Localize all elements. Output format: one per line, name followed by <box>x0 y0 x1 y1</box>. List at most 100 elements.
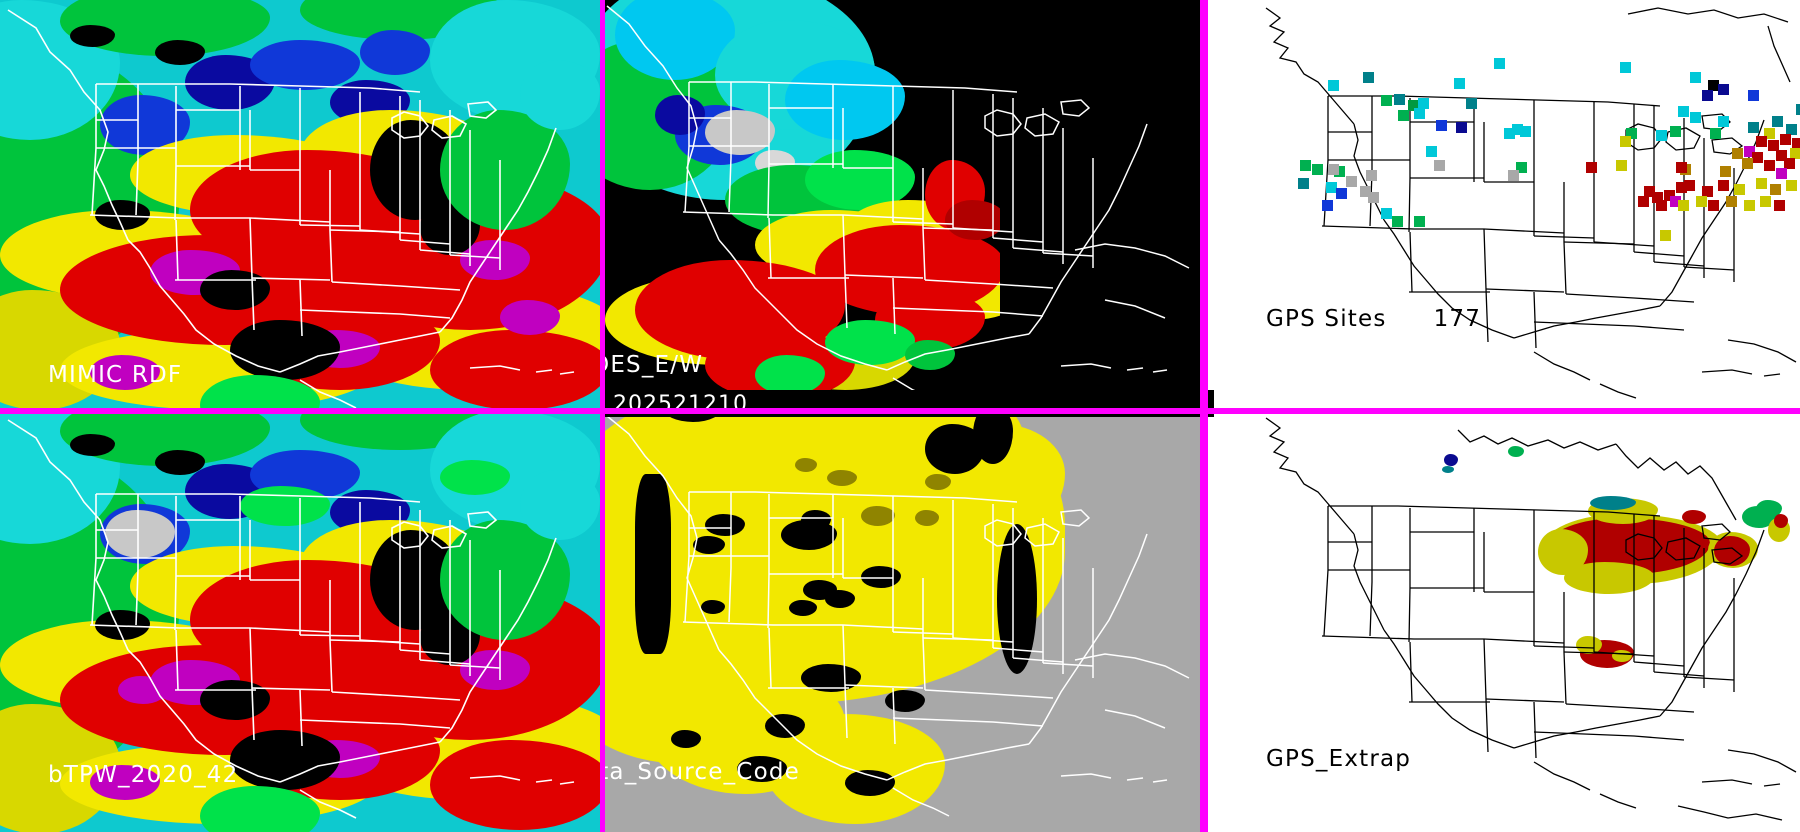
gps-site-marker[interactable] <box>1670 196 1681 207</box>
gps-site-marker[interactable] <box>1702 90 1713 101</box>
gps-site-marker[interactable] <box>1770 184 1781 195</box>
gps-site-marker[interactable] <box>1638 196 1649 207</box>
gps-site-marker[interactable] <box>1392 216 1403 227</box>
gps-site-marker[interactable] <box>1418 98 1429 109</box>
gps-site-marker[interactable] <box>1768 140 1779 151</box>
gps-site-marker[interactable] <box>1414 108 1425 119</box>
gps-site-marker[interactable] <box>1764 128 1775 139</box>
gps-site-marker[interactable] <box>1504 128 1515 139</box>
panel-goes-ew[interactable]: GOES_E/W <box>605 0 1200 410</box>
gps-site-marker[interactable] <box>1786 180 1797 191</box>
gps-site-marker[interactable] <box>1756 178 1767 189</box>
gps-site-marker[interactable] <box>1678 200 1689 211</box>
gps-site-marker[interactable] <box>1336 188 1347 199</box>
gps-site-marker[interactable] <box>1742 158 1753 169</box>
gps-site-marker[interactable] <box>1678 106 1689 117</box>
gps-site-marker[interactable] <box>1360 186 1371 197</box>
gps-site-marker[interactable] <box>1616 160 1627 171</box>
panel-gps-extrap[interactable]: GPS_Extrap <box>1208 414 1800 832</box>
gps-site-marker[interactable] <box>1656 130 1667 141</box>
gps-site-marker[interactable] <box>1520 126 1531 137</box>
gps-site-marker[interactable] <box>1381 208 1392 219</box>
gps-site-marker[interactable] <box>1366 170 1377 181</box>
gps-site-marker[interactable] <box>1784 158 1795 169</box>
gps-site-marker[interactable] <box>1456 122 1467 133</box>
gps-site-marker[interactable] <box>1748 90 1759 101</box>
gps-site-marker[interactable] <box>1718 116 1729 127</box>
gps-site-marker[interactable] <box>1512 124 1523 135</box>
gps-site-marker[interactable] <box>1346 176 1357 187</box>
gps-site-marker[interactable] <box>1710 128 1721 139</box>
gps-site-marker[interactable] <box>1644 186 1655 197</box>
gps-site-marker[interactable] <box>1676 182 1687 193</box>
gps-site-marker[interactable] <box>1322 200 1333 211</box>
gps-site-marker[interactable] <box>1656 200 1667 211</box>
gps-site-marker[interactable] <box>1696 196 1707 207</box>
gps-site-marker[interactable] <box>1586 162 1597 173</box>
gps-site-marker[interactable] <box>1708 200 1719 211</box>
gps-site-marker[interactable] <box>1652 192 1663 203</box>
gps-site-marker[interactable] <box>1381 95 1392 106</box>
gps-site-marker[interactable] <box>1626 128 1637 139</box>
panel-gps-sites[interactable]: GPS Sites 177 <box>1208 0 1800 410</box>
gps-site-marker[interactable] <box>1690 72 1701 83</box>
gps-site-marker[interactable] <box>1434 160 1445 171</box>
gps-site-marker[interactable] <box>1466 98 1477 109</box>
gps-site-marker[interactable] <box>1752 152 1763 163</box>
gps-site-marker[interactable] <box>1756 136 1767 147</box>
gps-site-marker[interactable] <box>1776 150 1787 161</box>
gps-site-markers[interactable] <box>1208 0 1800 410</box>
panel-data-source-code[interactable]: Data_Source_Code <box>605 414 1200 832</box>
gps-site-marker[interactable] <box>1328 80 1339 91</box>
gps-site-marker[interactable] <box>1328 164 1339 175</box>
gps-site-marker[interactable] <box>1664 190 1675 201</box>
gps-site-marker[interactable] <box>1748 122 1759 133</box>
gps-site-marker[interactable] <box>1620 136 1631 147</box>
gps-site-marker[interactable] <box>1796 104 1800 115</box>
gps-site-marker[interactable] <box>1786 124 1797 135</box>
panel-btpw[interactable]: bTPW_2020_42 <box>0 414 600 832</box>
gps-site-marker[interactable] <box>1792 138 1800 149</box>
gps-site-marker[interactable] <box>1398 110 1409 121</box>
gps-site-marker[interactable] <box>1426 146 1437 157</box>
gps-site-marker[interactable] <box>1300 160 1311 171</box>
gps-site-marker[interactable] <box>1760 196 1771 207</box>
gps-site-marker[interactable] <box>1774 200 1785 211</box>
gps-site-marker[interactable] <box>1764 160 1775 171</box>
gps-site-marker[interactable] <box>1516 162 1527 173</box>
gps-site-marker[interactable] <box>1708 80 1719 91</box>
gps-site-marker[interactable] <box>1772 116 1783 127</box>
gps-site-marker[interactable] <box>1776 168 1787 179</box>
gps-site-marker[interactable] <box>1690 112 1701 123</box>
gps-site-marker[interactable] <box>1790 148 1800 159</box>
gps-site-marker[interactable] <box>1676 162 1687 173</box>
panel-mimic-rdf[interactable]: MIMIC RDF <box>0 0 600 410</box>
gps-site-marker[interactable] <box>1744 200 1755 211</box>
gps-site-marker[interactable] <box>1326 182 1337 193</box>
gps-site-marker[interactable] <box>1660 230 1671 241</box>
gps-site-marker[interactable] <box>1508 170 1519 181</box>
gps-site-marker[interactable] <box>1732 148 1743 159</box>
gps-site-marker[interactable] <box>1414 216 1425 227</box>
gps-site-marker[interactable] <box>1718 84 1729 95</box>
gps-site-marker[interactable] <box>1702 186 1713 197</box>
gps-site-marker[interactable] <box>1726 196 1737 207</box>
gps-site-marker[interactable] <box>1454 78 1465 89</box>
gps-site-marker[interactable] <box>1670 126 1681 137</box>
gps-site-marker[interactable] <box>1408 100 1419 111</box>
gps-site-marker[interactable] <box>1620 62 1631 73</box>
gps-site-marker[interactable] <box>1734 184 1745 195</box>
gps-site-marker[interactable] <box>1334 166 1345 177</box>
gps-site-marker[interactable] <box>1298 178 1309 189</box>
gps-site-marker[interactable] <box>1363 72 1374 83</box>
gps-site-marker[interactable] <box>1744 146 1755 157</box>
gps-site-marker[interactable] <box>1436 120 1447 131</box>
gps-site-marker[interactable] <box>1780 134 1791 145</box>
gps-site-marker[interactable] <box>1368 192 1379 203</box>
gps-site-marker[interactable] <box>1494 58 1505 69</box>
gps-site-marker[interactable] <box>1394 94 1405 105</box>
gps-site-marker[interactable] <box>1718 180 1729 191</box>
gps-site-marker[interactable] <box>1720 166 1731 177</box>
gps-site-marker[interactable] <box>1312 164 1323 175</box>
gps-site-marker[interactable] <box>1684 180 1695 191</box>
